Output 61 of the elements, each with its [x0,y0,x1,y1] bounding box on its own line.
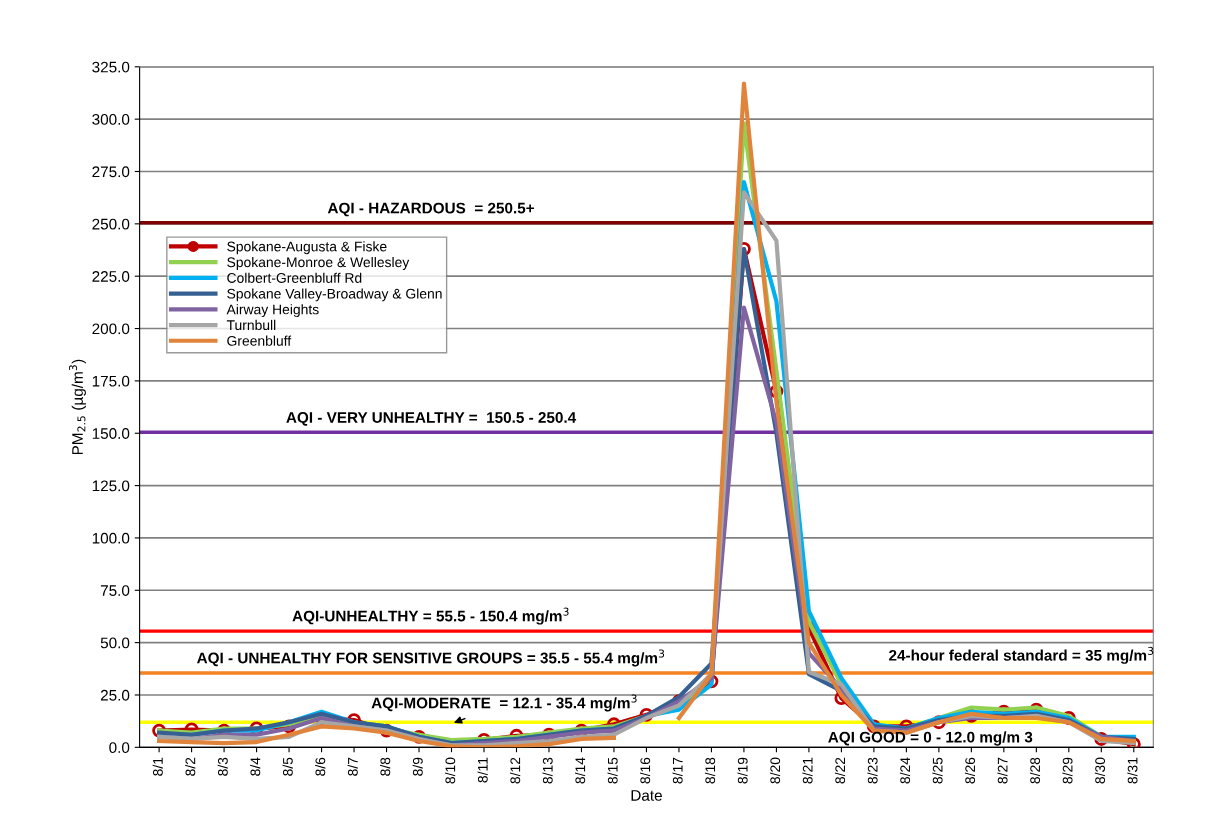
y-tick-label: 150.0 [92,428,130,439]
x-tick-label: 8/17 [672,757,683,784]
ref-line-label: AQI-UNHEALTHY = 55.5 - 150.4 mg/m$^{3}$ [292,607,569,625]
annotation: AQI-MODERATE = 12.1 - 35.4 mg/m$^{3}$ [371,694,637,712]
x-tick-label: 8/14 [575,757,586,784]
x-tick-label: 8/2 [185,757,196,776]
x-tick-label: 8/10 [445,757,456,784]
x-tick-label: 8/6 [315,757,326,776]
x-tick-label: 8/21 [802,757,813,784]
x-tick-label: 8/23 [867,757,878,784]
y-tick-label: 25.0 [100,689,130,701]
x-tick-label: 8/1 [152,757,163,776]
legend-label: Spokane-Monroe & Wellesley [227,256,410,270]
x-tick-label: 8/4 [250,757,261,776]
legend-label: Colbert-Greenbluff Rd [227,272,362,283]
x-tick-label: 8/18 [704,757,716,784]
x-tick-label: 8/9 [412,757,423,776]
x-tick-label: 8/16 [639,757,651,784]
y-tick-label: 225.0 [92,271,130,282]
ref-line-label: AQI - UNHEALTHY FOR SENSITIVE GROUPS = 35.5 - 55.4 mg/m$^{3}$ [196,649,665,667]
x-tick-label: 8/25 [932,757,943,784]
x-tick-label: 8/15 [607,757,618,784]
x-tick-label: 8/20 [769,757,781,784]
y-tick-label: 200.0 [92,323,130,335]
ref-line-label: AQI - HAZARDOUS = 250.5+ [327,202,534,217]
y-tick-label: 125.0 [92,480,130,492]
legend-label: Spokane-Augusta & Fiske [227,241,387,255]
legend-label: Spokane Valley-Broadway & Glenn [227,288,442,302]
x-tick-label: 8/31 [1127,757,1138,784]
x-tick-label: 8/13 [542,757,553,784]
legend-label: Airway Heights [226,304,319,318]
x-tick-label: 8/3 [217,757,228,776]
x-tick-label: 8/24 [899,757,911,784]
x-tick-label: 8/26 [964,757,976,784]
x-tick-label: 8/11 [477,757,488,783]
y-tick-label: 275.0 [92,166,130,178]
y-tick-label: 300.0 [92,114,130,125]
ref-line-label: AQI - VERY UNHEALTHY = 150.5 - 250.4 [286,412,577,426]
y-tick-label: 250.0 [92,218,130,230]
x-tick-label: 8/27 [997,757,1008,784]
y-tick-label: 325.0 [92,61,130,73]
x-tick-label: 8/22 [834,757,846,784]
legend-label: Greenbluff [227,335,292,346]
y-tick-label: 100.0 [92,532,130,544]
annotation: AQI GOOD = 0 - 12.0 mg/m 3 [828,731,1033,746]
x-tick-label: 8/8 [380,757,391,776]
x-tick-label: 8/28 [1029,757,1041,784]
x-tick-label: 8/29 [1062,757,1073,784]
y-tick-label: 50.0 [100,637,130,649]
y-tick-label: 0.0 [109,742,130,754]
x-tick-label: 8/12 [510,757,521,784]
annotation: 24-hour federal standard = 35 mg/m$^{3}$ [889,646,1154,664]
y-tick-label: 75.0 [100,585,130,596]
x-axis-title: Date [631,790,662,801]
x-tick-label: 8/30 [1094,757,1106,784]
y-axis-title: PM$_{2.5}$ (µg/m$^{3}$) [68,359,86,455]
x-tick-label: 8/7 [347,757,358,776]
legend-label: Turnbull [226,319,276,331]
x-tick-label: 8/5 [282,757,293,776]
y-tick-label: 175.0 [92,375,130,387]
x-tick-label: 8/19 [737,757,748,784]
